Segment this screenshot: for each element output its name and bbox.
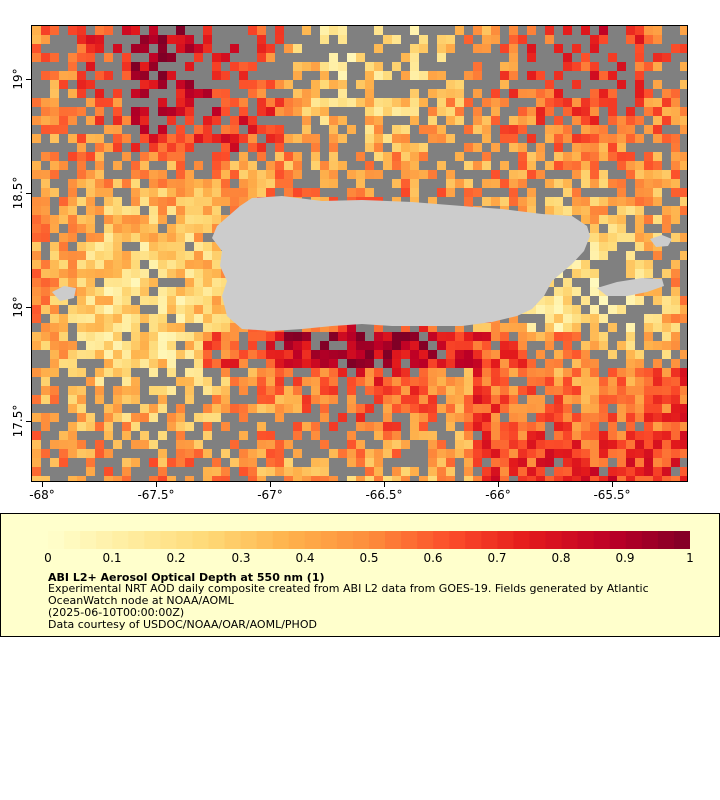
x-tickmark xyxy=(498,482,499,487)
colorbar-label: 0.3 xyxy=(231,551,251,565)
x-tick-label: -65.5° xyxy=(593,488,631,502)
colorbar-step xyxy=(160,531,177,549)
x-tick-label: -67° xyxy=(257,488,283,502)
colorbar-step xyxy=(352,531,370,549)
colorbar-step xyxy=(288,531,306,549)
colorbar-step xyxy=(609,531,627,549)
colorbar-step xyxy=(144,531,161,549)
x-tickmark xyxy=(270,482,271,487)
colorbar-step xyxy=(529,531,547,549)
x-tick-label: -68° xyxy=(29,488,55,502)
colorbar-label: 0.4 xyxy=(295,551,315,565)
colorbar-step xyxy=(513,531,531,549)
colorbar-label: 0.5 xyxy=(359,551,379,565)
legend-description: Experimental NRT AOD daily composite cre… xyxy=(48,582,649,595)
colorbar xyxy=(48,531,690,549)
culebra-island xyxy=(650,235,672,247)
colorbar-step xyxy=(64,531,81,549)
vieques-island xyxy=(597,278,664,296)
colorbar-step xyxy=(208,531,226,549)
colorbar-step xyxy=(320,531,338,549)
legend-panel: 0 0.1 0.2 0.3 0.4 0.5 0.6 0.7 0.8 0.9 1 … xyxy=(0,513,720,637)
colorbar-step xyxy=(465,531,482,549)
y-tick-label: 17.5° xyxy=(11,404,25,438)
colorbar-step xyxy=(192,531,210,549)
colorbar-label: 1 xyxy=(686,551,694,565)
colorbar-step xyxy=(417,531,434,549)
colorbar-step xyxy=(433,531,450,549)
colorbar-step xyxy=(336,531,354,549)
colorbar-label: 0.8 xyxy=(551,551,571,565)
colorbar-step xyxy=(657,531,675,549)
colorbar-step xyxy=(96,531,113,549)
colorbar-step xyxy=(593,531,611,549)
colorbar-step xyxy=(625,531,643,549)
colorbar-step xyxy=(80,531,97,549)
colorbar-step xyxy=(224,531,242,549)
colorbar-label: 0.1 xyxy=(102,551,122,565)
x-tickmark xyxy=(156,482,157,487)
y-tickmark xyxy=(26,193,31,194)
colorbar-step xyxy=(385,531,402,549)
colorbar-step xyxy=(304,531,322,549)
legend-description: OceanWatch node at NOAA/AOML xyxy=(48,594,234,607)
colorbar-label: 0.7 xyxy=(487,551,507,565)
colorbar-label: 0.9 xyxy=(615,551,635,565)
colorbar-step xyxy=(112,531,129,549)
colorbar-step xyxy=(272,531,290,549)
x-tickmark xyxy=(42,482,43,487)
legend-date: (2025-06-10T00:00:00Z) xyxy=(48,606,185,619)
y-tick-label: 18.5° xyxy=(11,176,25,210)
colorbar-label: 0.6 xyxy=(423,551,443,565)
colorbar-step xyxy=(497,531,515,549)
legend-title: ABI L2+ Aerosol Optical Depth at 550 nm … xyxy=(48,571,325,584)
colorbar-step xyxy=(256,531,274,549)
x-tick-label: -67.5° xyxy=(137,488,175,502)
colorbar-step xyxy=(561,531,579,549)
colorbar-label: 0 xyxy=(44,551,52,565)
x-tickmark xyxy=(384,482,385,487)
colorbar-step xyxy=(673,531,690,549)
colorbar-step xyxy=(641,531,659,549)
colorbar-step xyxy=(240,531,258,549)
colorbar-step xyxy=(449,531,466,549)
colorbar-step xyxy=(128,531,145,549)
colorbar-step xyxy=(481,531,498,549)
colorbar-label: 0.2 xyxy=(166,551,186,565)
y-tickmark xyxy=(26,421,31,422)
colorbar-step xyxy=(545,531,563,549)
map-plot-area xyxy=(31,25,688,482)
mona-island xyxy=(52,286,76,301)
y-tickmark xyxy=(26,307,31,308)
y-tick-label: 19° xyxy=(11,68,25,90)
y-tick-label: 18° xyxy=(11,296,25,318)
colorbar-step xyxy=(48,531,65,549)
colorbar-step xyxy=(369,531,386,549)
x-tick-label: -66.5° xyxy=(365,488,403,502)
legend-credit: Data courtesy of USDOC/NOAA/OAR/AOML/PHO… xyxy=(48,618,317,631)
land-layer xyxy=(52,196,672,331)
colorbar-step xyxy=(401,531,418,549)
colorbar-step xyxy=(577,531,595,549)
colorbar-step xyxy=(176,531,194,549)
aod-raster-map xyxy=(32,26,687,481)
puerto-rico-landmass xyxy=(212,196,590,331)
y-tickmark xyxy=(26,79,31,80)
x-tickmark xyxy=(612,482,613,487)
x-tick-label: -66° xyxy=(485,488,511,502)
